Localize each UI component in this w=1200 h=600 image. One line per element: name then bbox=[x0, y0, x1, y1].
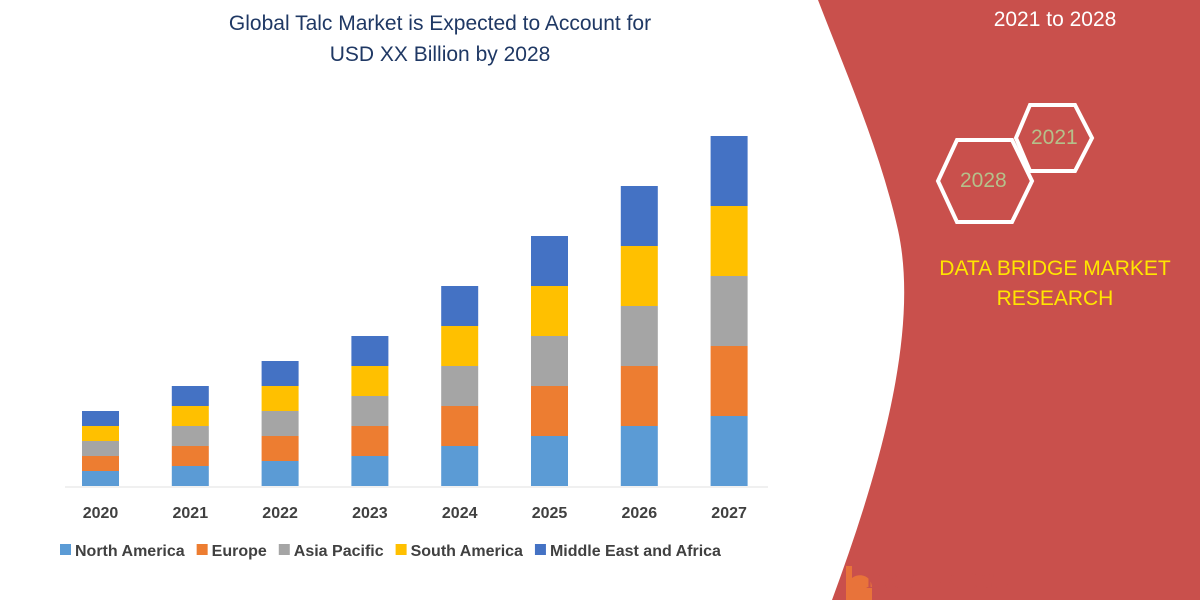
bar-2026-middle-east-and-africa bbox=[620, 186, 658, 246]
x-tick-label: 2023 bbox=[352, 505, 388, 522]
x-tick-label: 2020 bbox=[83, 505, 119, 522]
bar-2024-north-america bbox=[441, 446, 479, 486]
bar-2026-north-america bbox=[620, 426, 658, 486]
bar-2024-asia-pacific bbox=[441, 366, 479, 406]
title-line-2: USD XX Billion by 2028 bbox=[329, 43, 551, 66]
bar-2027-middle-east-and-africa bbox=[710, 136, 748, 206]
bar-2021-south-america bbox=[171, 406, 209, 426]
x-tick-label: 2027 bbox=[711, 505, 747, 522]
legend-label: Europe bbox=[212, 543, 267, 560]
bar-2025-middle-east-and-africa bbox=[531, 236, 568, 286]
bar-2020-europe bbox=[82, 456, 119, 471]
legend-swatch bbox=[60, 544, 71, 555]
bar-2022-south-america bbox=[261, 386, 299, 411]
legend-label: North America bbox=[75, 543, 185, 560]
bar-2026-asia-pacific bbox=[620, 306, 658, 366]
bar-2027-europe bbox=[710, 346, 748, 416]
bar-2027-north-america bbox=[710, 416, 748, 486]
bar-2023-north-america bbox=[351, 456, 389, 486]
legend-label: South America bbox=[411, 543, 523, 560]
brand-text: DATA BRIDGE MARKET RESEARCH bbox=[900, 254, 1200, 314]
title-line-1: Global Talc Market is Expected to Accoun… bbox=[228, 12, 652, 35]
bar-2025-south-america bbox=[531, 286, 568, 336]
bar-2021-asia-pacific bbox=[171, 426, 209, 446]
bar-2020-asia-pacific bbox=[82, 441, 119, 456]
bar-2025-north-america bbox=[531, 436, 568, 486]
bar-2023-middle-east-and-africa bbox=[351, 336, 389, 366]
bar-2026-europe bbox=[620, 366, 658, 426]
x-tick-label: 2024 bbox=[442, 505, 478, 522]
bar-2027-asia-pacific bbox=[710, 276, 748, 346]
legend-label: Asia Pacific bbox=[294, 543, 384, 560]
bar-2024-middle-east-and-africa bbox=[441, 286, 479, 326]
x-tick-label: 2022 bbox=[262, 505, 298, 522]
bar-2022-middle-east-and-africa bbox=[261, 361, 299, 386]
x-tick-label: 2021 bbox=[173, 505, 209, 522]
legend-swatch bbox=[196, 544, 208, 555]
hex-label-2028: 2028 bbox=[960, 169, 1007, 192]
bar-2025-asia-pacific bbox=[531, 336, 568, 386]
bar-2024-south-america bbox=[441, 326, 479, 366]
bar-2023-europe bbox=[351, 426, 389, 456]
bar-2021-middle-east-and-africa bbox=[171, 386, 209, 406]
bar-2021-north-america bbox=[171, 466, 209, 486]
legend-label: Middle East and Africa bbox=[550, 543, 721, 560]
hexagon-2028 bbox=[935, 138, 1035, 224]
bar-2026-south-america bbox=[620, 246, 658, 306]
bar-2020-south-america bbox=[82, 426, 119, 441]
bar-2020-north-america bbox=[82, 471, 119, 486]
bar-2027-south-america bbox=[710, 206, 748, 276]
legend-swatch bbox=[534, 544, 546, 555]
bar-2025-europe bbox=[531, 386, 568, 436]
red-side-panel bbox=[818, 0, 1200, 600]
brand-label: DATA BRIDGE MARKET RESEARCH bbox=[939, 257, 1171, 310]
legend-swatch bbox=[278, 544, 290, 555]
bar-2023-asia-pacific bbox=[351, 396, 389, 426]
hexagon-2021 bbox=[1013, 103, 1095, 173]
panel-subtitle: 2021 to 2028 bbox=[993, 8, 1117, 31]
logo-icon bbox=[846, 566, 872, 600]
bar-2022-europe bbox=[261, 436, 299, 461]
chart-title: Global Talc Market is Expected to Accoun… bbox=[150, 8, 730, 70]
bar-2024-europe bbox=[441, 406, 479, 446]
logo-text: DATA BRIDGE bbox=[866, 568, 1010, 593]
x-tick-label: 2025 bbox=[532, 505, 568, 522]
hex-label-2021: 2021 bbox=[1031, 126, 1078, 149]
bar-2020-middle-east-and-africa bbox=[82, 411, 119, 426]
legend-swatch bbox=[395, 544, 407, 555]
bar-2021-europe bbox=[171, 446, 209, 466]
bar-2022-north-america bbox=[261, 461, 299, 486]
bar-2023-south-america bbox=[351, 366, 389, 396]
bar-2022-asia-pacific bbox=[261, 411, 299, 436]
x-tick-label: 2026 bbox=[622, 505, 658, 522]
